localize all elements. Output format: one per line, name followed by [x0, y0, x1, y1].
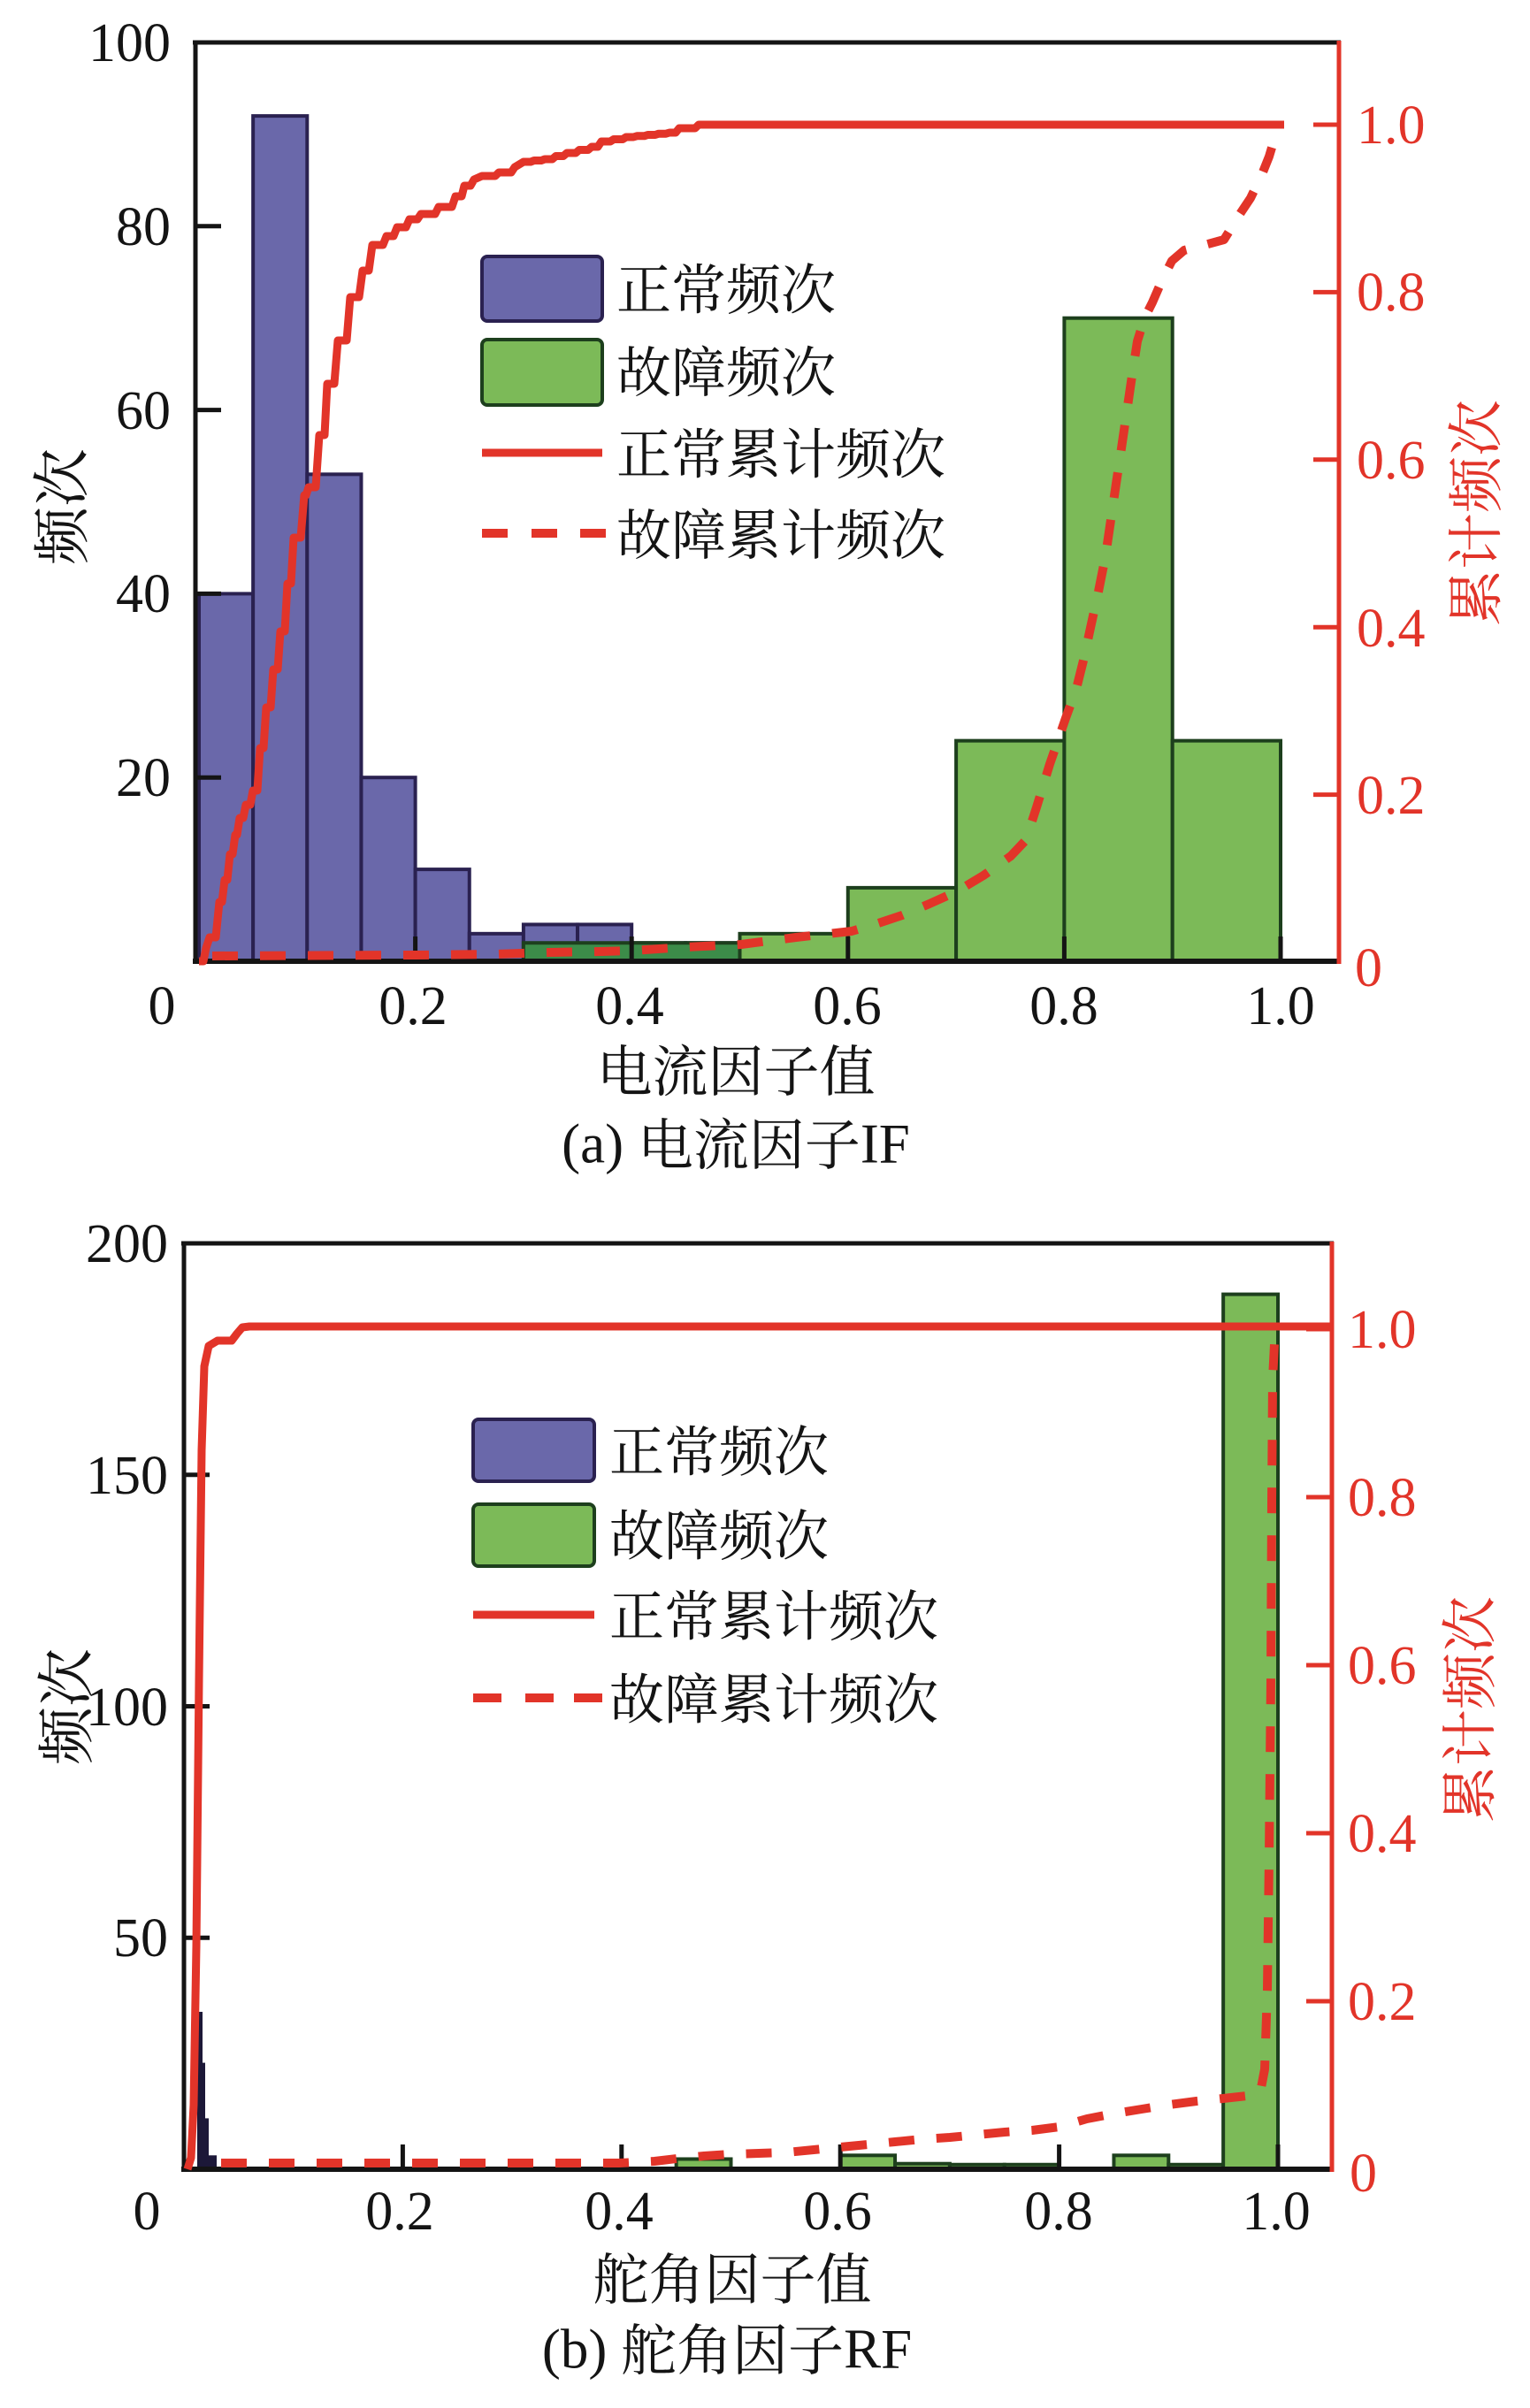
svg-text:0.6: 0.6 [1357, 431, 1426, 491]
svg-text:50: 50 [113, 1908, 168, 1968]
svg-text:0.8: 0.8 [1029, 976, 1098, 1036]
svg-text:IF: IF [861, 1113, 910, 1175]
svg-text:100: 100 [88, 13, 171, 73]
svg-text:200: 200 [86, 1214, 168, 1274]
svg-text:0.4: 0.4 [1357, 599, 1426, 659]
svg-text:100: 100 [86, 1678, 168, 1738]
svg-text:(b): (b) [542, 2319, 607, 2381]
svg-text:0.6: 0.6 [803, 2182, 872, 2242]
svg-text:RF: RF [844, 2319, 912, 2381]
svg-text:0.4: 0.4 [595, 976, 664, 1036]
svg-text:0.4: 0.4 [1348, 1804, 1417, 1864]
svg-text:40: 40 [116, 564, 171, 624]
svg-text:0.2: 0.2 [379, 976, 448, 1036]
svg-text:1.0: 1.0 [1357, 96, 1426, 156]
svg-text:0: 0 [1350, 2144, 1377, 2204]
svg-text:0.2: 0.2 [1357, 766, 1426, 826]
svg-text:0: 0 [1355, 938, 1382, 998]
svg-text:0.8: 0.8 [1024, 2182, 1093, 2242]
svg-text:20: 20 [116, 748, 171, 808]
svg-text:1.0: 1.0 [1242, 2182, 1311, 2242]
svg-text:0.2: 0.2 [1348, 1972, 1417, 2032]
svg-text:0: 0 [134, 2182, 161, 2242]
svg-text:1.0: 1.0 [1246, 976, 1315, 1036]
svg-text:0.6: 0.6 [813, 976, 882, 1036]
svg-text:(a): (a) [562, 1113, 623, 1175]
svg-text:0: 0 [149, 976, 176, 1036]
svg-text:1.0: 1.0 [1348, 1300, 1417, 1360]
svg-text:0.4: 0.4 [585, 2182, 654, 2242]
svg-text:0.8: 0.8 [1357, 263, 1426, 323]
svg-text:80: 80 [116, 197, 171, 257]
svg-text:0.2: 0.2 [365, 2182, 434, 2242]
svg-text:150: 150 [86, 1446, 168, 1506]
svg-text:0.6: 0.6 [1348, 1636, 1417, 1696]
svg-text:0.8: 0.8 [1348, 1468, 1417, 1528]
svg-text:60: 60 [116, 381, 171, 441]
